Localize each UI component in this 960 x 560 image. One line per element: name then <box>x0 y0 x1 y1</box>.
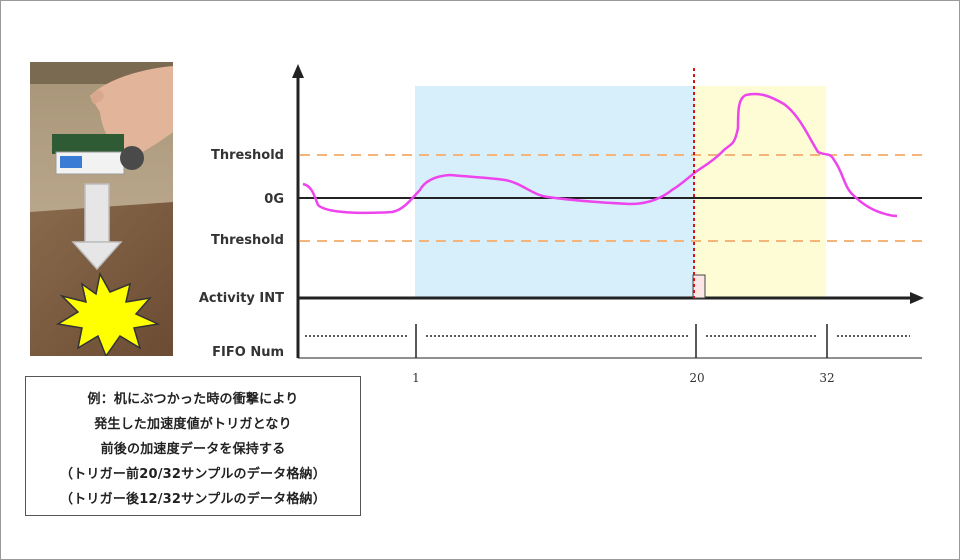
acceleration-signal <box>302 92 898 218</box>
caption-line-2: 発生した加速度値がトリガとなり <box>94 417 292 432</box>
fifo-tick-20: 20 <box>689 371 704 385</box>
photo-board-pcb <box>52 134 124 154</box>
caption-line-4: （トリガー前20/32サンプルのデータ格納） <box>60 467 326 482</box>
hand-holding-sensor-photo <box>30 62 173 356</box>
photo-finger <box>91 90 104 104</box>
caption-line-3: 前後の加速度データを保持する <box>100 442 286 457</box>
photo-board-label <box>60 156 82 168</box>
photo-illustration <box>30 62 173 356</box>
fifo-tick-32: 32 <box>819 371 834 385</box>
impact-burst-icon <box>55 271 161 356</box>
pre-trigger-region <box>415 86 695 298</box>
zero-g-label: 0G <box>264 192 284 207</box>
upper-threshold-label: Threshold <box>211 148 284 163</box>
y-axis-arrow <box>292 64 304 78</box>
photo-board-battery <box>120 146 144 170</box>
post-trigger-region <box>695 86 826 298</box>
lower-threshold-label: Threshold <box>211 233 284 248</box>
activity-int-axis-arrow <box>910 292 924 304</box>
caption-line-5: （トリガー後12/32サンプルのデータ格納） <box>60 492 326 507</box>
explanation-caption-box: 例：机にぶつかった時の衝撃により 発生した加速度値がトリガとなり 前後の加速度デ… <box>25 376 361 516</box>
activity-int-label: Activity INT <box>199 291 284 306</box>
fifo-tick-1: 1 <box>412 371 420 385</box>
caption-line-1: 例：机にぶつかった時の衝撃により <box>87 392 299 407</box>
fifo-num-label: FIFO Num <box>212 345 284 360</box>
down-arrow-icon <box>71 183 123 271</box>
